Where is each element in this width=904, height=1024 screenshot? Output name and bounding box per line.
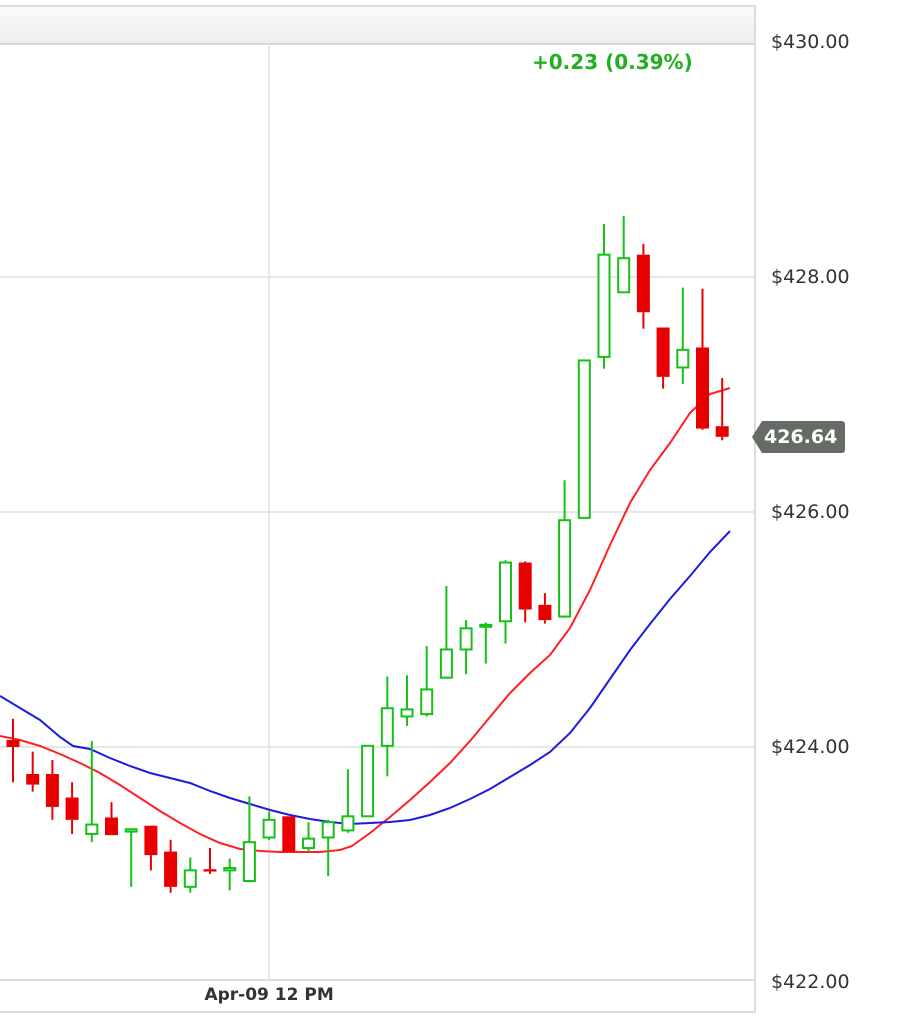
price-tag-arrow-icon [752,420,762,453]
candle-body-down [144,825,158,856]
last-price-value: 426.64 [762,420,846,453]
candle-body-down [538,604,552,621]
candle-body-up [577,359,591,519]
candle-body-down [282,816,296,852]
candle-body-up [341,815,355,832]
price-change-label: +0.23 (0.39%) [532,50,693,74]
y-tick-label: $422.00 [771,971,850,993]
candle-body-up [420,688,434,716]
candle-body-up [597,253,611,358]
candle-body-down [105,817,118,836]
candle-body-up [459,627,473,651]
candle-body-up [380,707,394,747]
candle-body-up [400,708,414,718]
candle-body-down [636,254,650,313]
candle-body-down [518,562,532,610]
candle-body-up [242,841,256,882]
x-axis: Apr-09 12 PM [0,979,754,1011]
candle-body-up [85,823,99,835]
candle-body-down [696,347,709,429]
candle-body-up [558,519,572,618]
candle-body-down [65,797,79,820]
x-tick-label: Apr-09 12 PM [204,985,334,1005]
candle-body-up [124,828,138,833]
candle-body-down [164,851,178,887]
candle-body-down [656,327,670,377]
candle-body-up [223,867,237,872]
candle-body-up [262,818,276,839]
last-price-tag: 426.64 [752,420,846,453]
ma-fast-line [0,387,731,853]
candle-body-up [302,837,315,850]
ma-slow-line [0,530,731,826]
candle-body-up [183,869,197,888]
candlestick-plot[interactable] [0,0,756,1000]
candle-body-up [361,744,375,818]
chart-toolbar-strip [0,7,754,45]
candle-body-up [617,257,631,294]
candle-body-down [715,426,729,437]
y-tick-label: $426.00 [771,501,850,523]
candle-body-down [203,869,217,872]
candle-body-up [439,648,453,679]
candle-body-up [479,623,493,628]
candle-body-up [499,561,512,623]
y-tick-label: $428.00 [771,266,850,288]
candle-body-up [676,348,690,369]
y-tick-label: $430.00 [771,31,850,53]
candle-body-down [26,774,40,785]
candle-body-up [321,821,335,839]
candle-body-down [6,739,20,747]
candle-body-down [45,774,59,807]
chart-panel: Apr-09 12 PM [0,5,756,1013]
y-tick-label: $424.00 [771,736,850,758]
